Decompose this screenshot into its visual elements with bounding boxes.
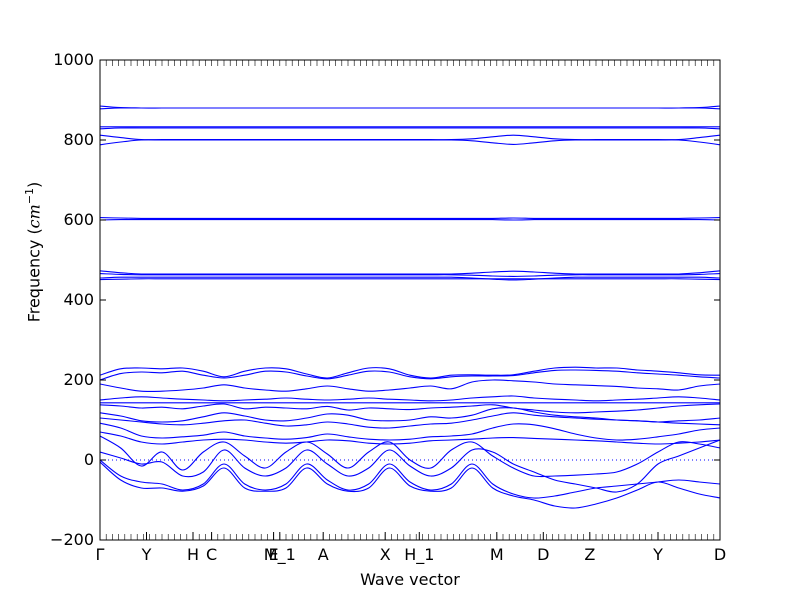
y-tick-label: −200	[50, 530, 94, 549]
band-line	[100, 270, 720, 275]
x-tick-label: C	[206, 545, 217, 564]
band-line	[100, 134, 720, 141]
y-axis: −200 0 200 400 600 800 1000	[50, 50, 720, 549]
band-line	[100, 435, 720, 478]
band-line	[100, 107, 720, 110]
y-tick-label: 600	[63, 210, 94, 229]
x-tick-label: M_1	[264, 545, 296, 565]
band-line	[100, 379, 720, 393]
band-line	[100, 366, 720, 379]
x-tick-label: Y	[141, 545, 152, 564]
x-tick-label: E	[269, 545, 279, 564]
x-tick-label: Γ	[96, 545, 105, 564]
band-line	[100, 422, 720, 441]
band-line	[100, 127, 720, 130]
y-tick-label: 200	[63, 370, 94, 389]
x-axis-label: Wave vector	[360, 570, 460, 589]
band-line	[100, 431, 720, 445]
x-tick-label: H	[187, 545, 199, 564]
band-lines	[100, 105, 720, 509]
x-tick-label: A	[318, 545, 329, 564]
x-axis: Γ Y H C EM_1 A X H_1 M D Z Y D	[96, 532, 726, 565]
x-tick-label: D	[714, 545, 726, 564]
y-tick-label: 0	[84, 450, 94, 469]
x-tick-label: M	[490, 545, 504, 564]
band-line	[100, 217, 720, 219]
y-tick-label: 1000	[53, 50, 94, 69]
band-line	[100, 403, 720, 414]
band-line	[100, 459, 720, 499]
band-line	[100, 395, 720, 402]
x-tick-label: H_1	[404, 545, 434, 565]
band-line	[100, 439, 720, 493]
band-line	[100, 278, 720, 281]
y-axis-label: Frequency (cm−1)	[18, 132, 44, 372]
band-line	[100, 412, 720, 429]
band-line	[100, 139, 720, 146]
x-minor-ticks	[99, 60, 715, 540]
y-axis-label-unit: cm	[24, 204, 44, 229]
band-line	[100, 276, 720, 281]
x-tick-label: D	[537, 545, 549, 564]
y-axis-label-exponent: −1	[23, 187, 36, 205]
x-tick-label: Z	[584, 545, 595, 564]
band-line	[100, 273, 720, 277]
x-tick-label: Y	[652, 545, 663, 564]
x-tick-label: X	[380, 545, 391, 564]
y-tick-label: 400	[63, 290, 94, 309]
band-line	[100, 369, 720, 381]
y-tick-label: 800	[63, 130, 94, 149]
band-line	[100, 461, 720, 509]
y-axis-label-suffix: )	[24, 181, 44, 188]
y-axis-label-prefix: Frequency (	[24, 228, 44, 323]
